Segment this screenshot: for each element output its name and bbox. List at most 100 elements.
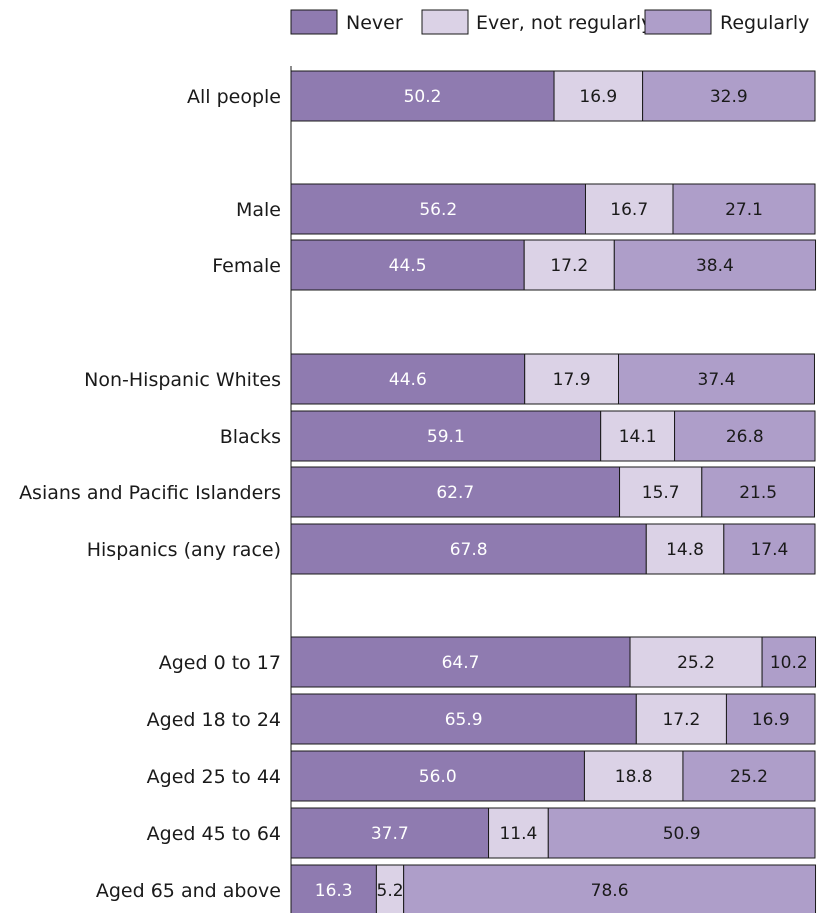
category-label: Aged 45 to 64 xyxy=(147,823,281,845)
value-label: 25.2 xyxy=(730,767,768,787)
category-label: Female xyxy=(212,255,281,277)
value-label: 67.8 xyxy=(450,540,488,560)
value-label: 16.9 xyxy=(579,87,617,107)
bar-segment-regularly xyxy=(682,750,816,802)
legend-swatch xyxy=(421,9,469,35)
value-label: 37.4 xyxy=(698,370,736,390)
category-label: All people xyxy=(187,86,281,108)
value-label: 62.7 xyxy=(436,483,474,503)
value-label: 14.8 xyxy=(666,540,704,560)
bar-segment-never xyxy=(290,353,526,405)
value-label: 44.5 xyxy=(389,256,427,276)
value-label: 25.2 xyxy=(677,653,715,673)
legend-item-ever-not-regularly: Ever, not regularly xyxy=(421,9,652,35)
bar-row-non-hispanic-whites: Non-Hispanic Whites 44.6 17.9 37.4 xyxy=(84,353,815,405)
bar-segment-ever-not-regularly xyxy=(553,70,644,122)
value-label: 16.3 xyxy=(315,881,353,901)
bar-segment-ever-not-regularly xyxy=(583,750,684,802)
value-label: 56.2 xyxy=(419,200,457,220)
value-label: 5.2 xyxy=(377,881,404,901)
value-label: 11.4 xyxy=(499,824,537,844)
bar-segment-never xyxy=(290,70,555,122)
value-label: 16.9 xyxy=(752,710,790,730)
bar-segment-never xyxy=(290,239,525,291)
value-label: 18.8 xyxy=(615,767,653,787)
bar-segment-ever-not-regularly xyxy=(523,239,615,291)
value-label: 56.0 xyxy=(419,767,457,787)
bar-row-all-people: All people 50.2 16.9 32.9 xyxy=(187,70,816,122)
value-label: 17.9 xyxy=(553,370,591,390)
value-label: 17.4 xyxy=(750,540,788,560)
bar-segment-never xyxy=(290,636,631,688)
bar-segment-never xyxy=(290,750,585,802)
bar-segment-never xyxy=(290,864,377,913)
value-label: 27.1 xyxy=(725,200,763,220)
bar-segment-regularly xyxy=(403,864,817,913)
bar-segment-never xyxy=(290,410,602,462)
value-label: 26.8 xyxy=(726,427,764,447)
bar-row-male: Male 56.2 16.7 27.1 xyxy=(236,183,816,235)
bar-row-hispanics-any-race: Hispanics (any race) 67.8 14.8 17.4 xyxy=(87,523,816,575)
category-label: Male xyxy=(236,199,281,221)
bar-segment-ever-not-regularly xyxy=(645,523,725,575)
bar-segment-never xyxy=(290,807,490,859)
bar-segment-never xyxy=(290,183,586,235)
legend-swatch xyxy=(644,9,712,35)
legend-swatch xyxy=(290,9,338,35)
value-label: 32.9 xyxy=(710,87,748,107)
bar-segment-regularly xyxy=(547,807,816,859)
value-label: 17.2 xyxy=(662,710,700,730)
bar-segment-regularly xyxy=(674,410,816,462)
bar-row-aged-18-to-24: Aged 18 to 24 65.9 17.2 16.9 xyxy=(147,693,816,745)
bar-segment-ever-not-regularly xyxy=(629,636,763,688)
bar-segment-regularly xyxy=(701,466,815,518)
bar-row-aged-65-and-above: Aged 65 and above 16.3 5.2 78.6 xyxy=(96,864,817,913)
bar-segment-regularly xyxy=(725,693,816,745)
bar-segment-regularly xyxy=(618,353,815,405)
value-label: 10.2 xyxy=(770,653,808,673)
value-label: 64.7 xyxy=(442,653,480,673)
value-label: 15.7 xyxy=(642,483,680,503)
value-label: 50.2 xyxy=(404,87,442,107)
bar-segment-regularly xyxy=(672,183,816,235)
value-label: 59.1 xyxy=(427,427,465,447)
legend-label: Never xyxy=(346,12,403,34)
value-label: 65.9 xyxy=(445,710,483,730)
bar-row-female: Female 44.5 17.2 38.4 xyxy=(212,239,817,291)
legend: Never Ever, not regularly Regularly xyxy=(290,9,809,35)
value-label: 50.9 xyxy=(663,824,701,844)
value-label: 37.7 xyxy=(371,824,409,844)
bar-segment-regularly xyxy=(761,636,817,688)
legend-label: Regularly xyxy=(720,12,809,34)
legend-item-never: Never xyxy=(290,9,403,35)
bar-segment-never xyxy=(290,693,637,745)
bar-row-aged-0-to-17: Aged 0 to 17 64.7 25.2 10.2 xyxy=(159,636,817,688)
legend-label: Ever, not regularly xyxy=(476,12,652,34)
category-label: Non-Hispanic Whites xyxy=(84,369,281,391)
plot-area: All people 50.2 16.9 32.9 Male 56.2 16.7 27.1 Fe… xyxy=(19,66,817,913)
bar-segment-ever-not-regularly xyxy=(619,466,703,518)
value-label: 21.5 xyxy=(739,483,777,503)
value-label: 16.7 xyxy=(610,200,648,220)
bar-row-blacks: Blacks 59.1 14.1 26.8 xyxy=(220,410,816,462)
category-label: Aged 25 to 44 xyxy=(147,766,281,788)
bar-row-aged-45-to-64: Aged 45 to 64 37.7 11.4 50.9 xyxy=(147,807,816,859)
bar-segment-regularly xyxy=(723,523,816,575)
category-label: Aged 18 to 24 xyxy=(147,709,281,731)
bar-segment-regularly xyxy=(642,70,816,122)
category-label: Aged 65 and above xyxy=(96,880,281,902)
value-label: 14.1 xyxy=(619,427,657,447)
category-label: Asians and Pacific Islanders xyxy=(19,482,281,504)
value-label: 38.4 xyxy=(696,256,734,276)
category-label: Blacks xyxy=(220,426,281,448)
value-label: 17.2 xyxy=(550,256,588,276)
category-label: Hispanics (any race) xyxy=(87,539,281,561)
bar-segment-ever-not-regularly xyxy=(600,410,676,462)
category-label: Aged 0 to 17 xyxy=(159,652,281,674)
bar-segment-ever-not-regularly xyxy=(584,183,674,235)
bar-row-aged-25-to-44: Aged 25 to 44 56.0 18.8 25.2 xyxy=(147,750,816,802)
value-label: 78.6 xyxy=(591,881,629,901)
value-label: 44.6 xyxy=(389,370,427,390)
bar-row-asians-and-pacific-islanders: Asians and Pacific Islanders 62.7 15.7 21.5 xyxy=(19,466,815,518)
